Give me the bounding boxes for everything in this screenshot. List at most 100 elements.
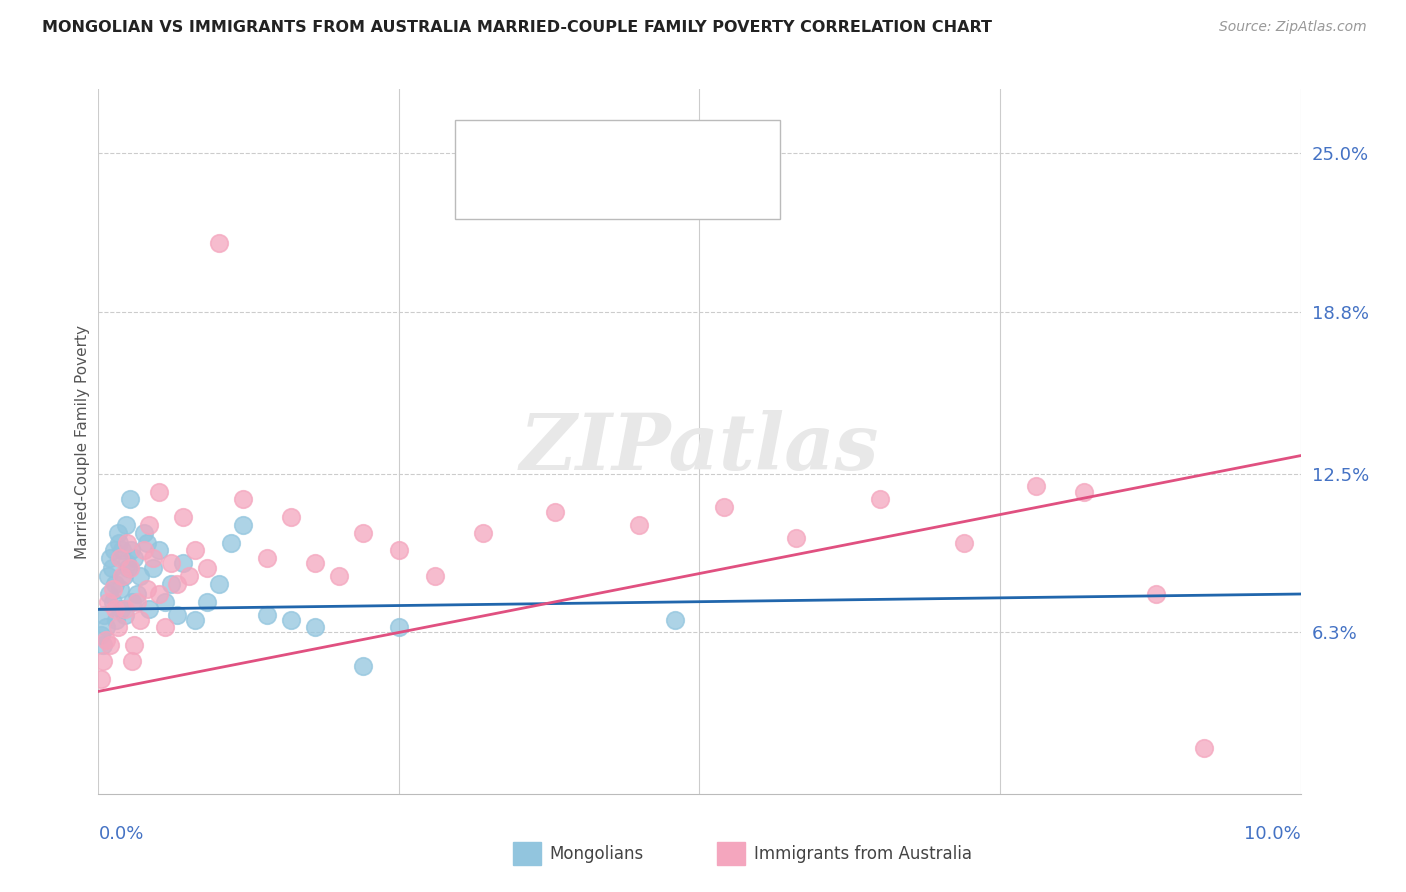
Point [91,654,114,668]
Point [953,535,976,549]
Point [208,576,231,591]
Point [117,535,139,549]
Y-axis label: Married-Couple Family Poverty: Married-Couple Family Poverty [75,325,90,558]
Point [135,582,157,596]
Point [125,595,148,609]
Point [664,613,686,627]
Bar [472,169,505,196]
Point [256,551,278,566]
Text: Immigrants from Australia: Immigrants from Australia [754,845,972,863]
Point [124,551,146,566]
Point [129,569,152,583]
Point [304,556,326,570]
Point [159,576,181,591]
Point [166,607,188,622]
Text: MONGOLIAN VS IMMIGRANTS FROM AUSTRALIA MARRIED-COUPLE FAMILY POVERTY CORRELATION: MONGOLIAN VS IMMIGRANTS FROM AUSTRALIA M… [42,20,993,35]
Bar [513,842,541,865]
Point [352,658,374,673]
Text: Mongolians: Mongolians [550,845,644,863]
Point [129,613,152,627]
Point [1025,479,1047,493]
Point [388,620,411,634]
Point [219,535,242,549]
Point [304,620,326,634]
Point [125,587,148,601]
Point [110,602,132,616]
Text: R = 0.027   N = 48: R = 0.027 N = 48 [519,137,703,155]
Point [118,492,141,507]
Point [1073,484,1095,499]
Point [148,484,170,499]
Point [104,602,127,616]
Point [141,551,163,566]
Point [115,517,138,532]
Point [132,543,155,558]
Point [159,556,181,570]
Point [104,576,127,591]
Point [153,595,176,609]
Point [100,551,122,566]
Point [112,569,135,583]
Point [785,531,807,545]
Point [423,569,446,583]
Point [869,492,891,507]
Point [105,613,128,627]
Point [94,620,117,634]
Point [108,582,131,596]
Point [256,607,278,622]
Point [183,613,205,627]
Point [103,543,125,558]
Point [97,595,120,609]
Text: ZIPatlas: ZIPatlas [520,409,879,486]
Point [107,620,129,634]
Point [108,551,131,566]
Point [388,543,411,558]
Point [141,561,163,575]
Point [101,582,124,596]
Point [121,654,143,668]
Point [100,638,122,652]
Point [352,525,374,540]
Point [472,525,495,540]
Point [117,561,139,575]
Point [90,628,112,642]
Point [628,517,651,532]
Point [232,492,254,507]
Point [166,576,188,591]
Point [138,602,160,616]
Point [195,595,218,609]
Bar [717,842,745,865]
Point [91,638,114,652]
Point [138,517,160,532]
Point [93,607,115,622]
Point [121,595,143,609]
Point [100,561,122,575]
Point [118,561,141,575]
Point [111,543,134,558]
Point [1144,587,1167,601]
Point [94,633,117,648]
Point [111,569,134,583]
Point [280,613,302,627]
Text: 0.0%: 0.0% [98,825,143,843]
Point [172,510,194,524]
Point [713,500,735,514]
Point [124,638,146,652]
Point [148,543,170,558]
Point [132,525,155,540]
Point [183,543,205,558]
Point [108,535,131,549]
Point [232,517,254,532]
Text: R = 0.370   N = 50: R = 0.370 N = 50 [519,174,703,192]
Point [1194,740,1216,755]
Point [107,525,129,540]
Bar [472,133,505,160]
Point [90,672,112,686]
Point [544,505,567,519]
Point [208,235,231,250]
Point [148,587,170,601]
Point [172,556,194,570]
Point [328,569,350,583]
Point [114,607,136,622]
Point [114,602,136,616]
